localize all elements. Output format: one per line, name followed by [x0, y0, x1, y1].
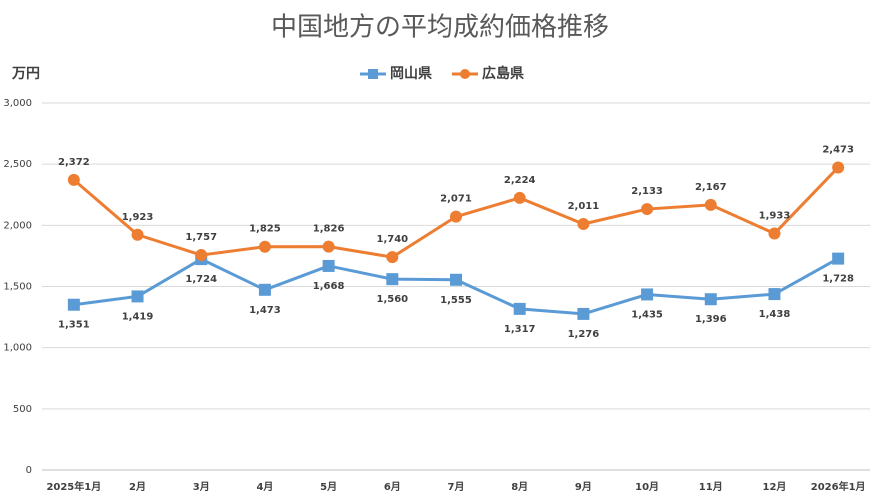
point	[131, 290, 144, 303]
chart-title: 中国地方の平均成約価格推移	[271, 13, 609, 43]
point	[258, 283, 271, 296]
point	[450, 210, 462, 223]
x-tick-label: 10月	[635, 481, 659, 493]
data-label: 1,276	[568, 329, 600, 340]
data-label: 1,740	[376, 234, 408, 245]
data-label: 1,555	[440, 295, 472, 306]
data-label: 1,923	[122, 212, 154, 223]
point	[195, 249, 208, 262]
data-label: 1,668	[313, 281, 345, 292]
x-tick-label: 2月	[129, 481, 146, 493]
point	[641, 288, 654, 301]
x-tick-label: 2025年1月	[46, 480, 101, 493]
point	[258, 240, 271, 253]
x-tick-label: 6月	[384, 481, 401, 493]
point	[67, 173, 80, 186]
point	[322, 240, 335, 253]
x-tick-label: 2026年1月	[811, 480, 866, 493]
data-label: 1,826	[313, 224, 345, 235]
x-tick-label: 7月	[448, 481, 465, 493]
point	[513, 191, 526, 204]
point	[513, 302, 526, 315]
point	[832, 161, 845, 174]
y-tick-label: 1,000	[3, 343, 32, 354]
point	[386, 273, 399, 286]
point	[768, 227, 781, 240]
point	[832, 252, 845, 265]
point	[704, 198, 717, 211]
x-tick-label: 12月	[763, 481, 787, 493]
x-tick-label: 11月	[699, 481, 723, 493]
data-label: 2,224	[504, 175, 536, 186]
data-label: 2,133	[631, 186, 663, 197]
y-tick-label: 1,500	[3, 282, 32, 293]
data-label: 1,473	[249, 305, 281, 316]
legend-marker	[460, 69, 470, 79]
data-label: 1,728	[822, 274, 854, 285]
point	[386, 251, 399, 264]
data-label: 2,011	[568, 201, 600, 212]
legend-marker	[368, 69, 378, 79]
x-tick-label: 3月	[193, 481, 210, 493]
x-tick-label: 8月	[511, 481, 528, 493]
y-axis-label: 万円	[11, 66, 40, 82]
point	[768, 288, 781, 301]
point	[641, 203, 654, 216]
data-label: 2,473	[822, 144, 854, 155]
y-tick-label: 500	[13, 404, 32, 415]
data-label: 1,757	[185, 232, 217, 243]
legend-label: 岡山県	[390, 66, 432, 82]
y-tick-label: 3,000	[3, 98, 32, 109]
data-label: 1,933	[759, 211, 791, 222]
data-label: 2,372	[58, 157, 90, 168]
point	[67, 298, 80, 311]
data-label: 1,419	[122, 311, 154, 322]
y-tick-label: 2,500	[3, 159, 32, 170]
data-label: 1,317	[504, 324, 536, 335]
point	[450, 273, 462, 286]
data-label: 1,438	[759, 309, 791, 320]
y-tick-label: 2,000	[3, 220, 32, 231]
data-label: 1,560	[376, 294, 408, 305]
point	[322, 259, 335, 272]
x-tick-label: 5月	[320, 481, 337, 493]
point	[131, 228, 144, 241]
data-label: 1,396	[695, 314, 727, 325]
data-label: 2,167	[695, 182, 727, 193]
data-label: 1,351	[58, 320, 90, 331]
data-label: 1,724	[185, 274, 217, 285]
data-label: 1,435	[631, 309, 663, 320]
data-label: 1,825	[249, 224, 281, 235]
data-label: 2,071	[440, 194, 472, 205]
y-tick-label: 0	[26, 465, 32, 476]
x-tick-label: 9月	[575, 481, 592, 493]
point	[704, 293, 717, 306]
x-tick-label: 4月	[256, 481, 273, 493]
point	[577, 307, 590, 320]
point	[577, 217, 590, 230]
legend-label: 広島県	[482, 65, 524, 82]
